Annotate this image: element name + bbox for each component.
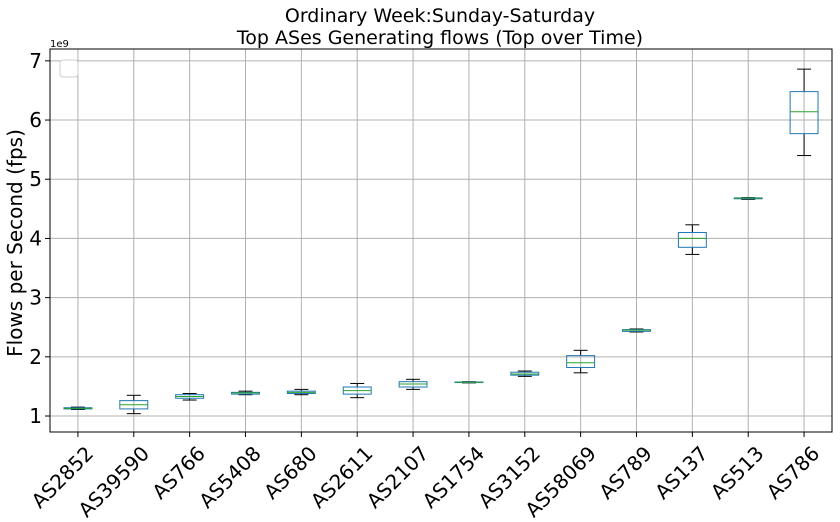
plot-area-frame [49,48,833,433]
box-AS680 [286,388,316,396]
y-tick-label: 4 [29,226,42,250]
x-tick-label: AS789 [594,441,657,504]
grid [50,49,832,432]
box-AS2852 [63,406,93,411]
chart-title-line-2: Top ASes Generating flows (Top over Time… [236,27,643,49]
box-plots [63,68,819,415]
box-iqr [566,355,596,368]
box-AS1754 [454,381,484,384]
box-AS5408 [231,390,260,396]
x-tick-label: AS513 [706,441,769,504]
box-AS513 [733,197,763,200]
x-tick-label: AS5408 [194,441,266,513]
box-AS2107 [398,378,428,390]
box-AS3152 [510,370,540,377]
y-axis-label: Flows per Second (fps) [3,129,27,357]
box-AS2611 [342,382,372,399]
y-tick-label: 3 [29,286,42,310]
legend-box [59,59,79,78]
y-tick-label: 2 [29,345,42,369]
y-tick-label: 7 [29,49,42,73]
box-AS58069 [566,349,596,374]
box-iqr [789,91,819,135]
box-AS39590 [119,394,149,415]
y-tick-label: 5 [29,167,42,191]
box-AS789 [622,328,651,333]
box-AS766 [175,393,205,401]
x-tick-label: AS786 [762,441,825,504]
y-axis-offset-text: 1e9 [50,39,69,50]
chart-title-line-1: Ordinary Week:Sunday-Saturday [285,5,595,27]
box-AS137 [677,224,707,255]
box-iqr [677,232,707,248]
x-tick-label: AS137 [650,441,713,504]
y-tick-label: 1 [29,404,42,428]
box-AS786 [789,68,819,157]
y-tick-label: 6 [29,108,42,132]
